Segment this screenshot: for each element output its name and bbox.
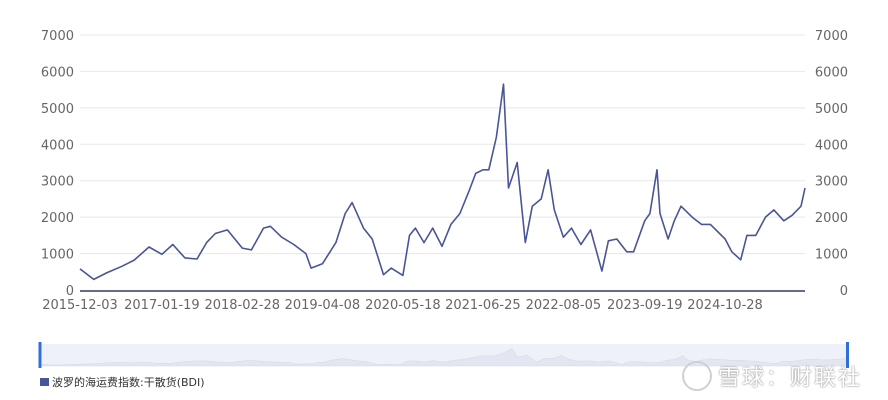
legend[interactable]: 波罗的海运费指数:干散货(BDI) <box>40 374 205 390</box>
y-tick-label-left: 7000 <box>41 29 74 44</box>
gridlines <box>80 34 805 255</box>
x-tick-label: 2020-05-18 <box>365 298 441 313</box>
y-tick-label-left: 5000 <box>41 102 74 117</box>
x-axis-ticks: 2015-12-03 2017-01-19 2018-02-28 2019-04-08… <box>42 298 763 313</box>
y-tick-label-left: 2000 <box>41 211 74 226</box>
x-tick-label: 2018-02-28 <box>204 298 280 313</box>
x-tick-label: 2019-04-08 <box>285 298 361 313</box>
legend-swatch <box>40 378 49 386</box>
y-tick-label-left: 0 <box>66 284 74 299</box>
y-tick-label-right: 0 <box>840 284 848 299</box>
x-tick-label: 2015-12-03 <box>42 298 118 313</box>
y-tick-label-right: 7000 <box>815 29 848 44</box>
series-line-bdi <box>79 83 806 281</box>
right-y-axis-ticks: 0 1000 2000 3000 4000 5000 6000 7000 <box>815 29 848 299</box>
slider-mini-chart <box>39 347 849 367</box>
x-tick-label: 2024-10-28 <box>687 298 763 313</box>
watermark-text: 雪球：财联社 <box>717 366 862 391</box>
slider-handle-right[interactable] <box>846 342 849 368</box>
y-tick-label-left: 3000 <box>41 175 74 190</box>
y-tick-label-left: 1000 <box>41 248 74 263</box>
x-tick-label: 2023-09-19 <box>607 298 683 313</box>
y-tick-label-right: 2000 <box>815 211 848 226</box>
y-tick-label-right: 3000 <box>815 175 848 190</box>
range-slider[interactable] <box>38 342 850 368</box>
x-tick-label: 2017-01-19 <box>124 298 200 313</box>
y-tick-label-right: 1000 <box>815 248 848 263</box>
y-tick-label-left: 6000 <box>41 65 74 80</box>
y-tick-label-right: 5000 <box>815 102 848 117</box>
x-tick-label: 2021-06-25 <box>445 298 521 313</box>
y-tick-label-right: 4000 <box>815 138 848 153</box>
y-tick-label-left: 4000 <box>41 138 74 153</box>
left-y-axis-ticks: 0 1000 2000 3000 4000 5000 6000 7000 <box>41 29 74 299</box>
x-tick-label: 2022-08-05 <box>526 298 602 313</box>
snowball-logo-icon <box>681 361 712 391</box>
watermark-logo: 雪球：财联社 <box>681 360 862 392</box>
legend-label: 波罗的海运费指数:干散货(BDI) <box>52 376 205 389</box>
y-tick-label-right: 6000 <box>815 65 848 80</box>
slider-handle-left[interactable] <box>38 342 42 368</box>
slider-track <box>40 344 848 366</box>
